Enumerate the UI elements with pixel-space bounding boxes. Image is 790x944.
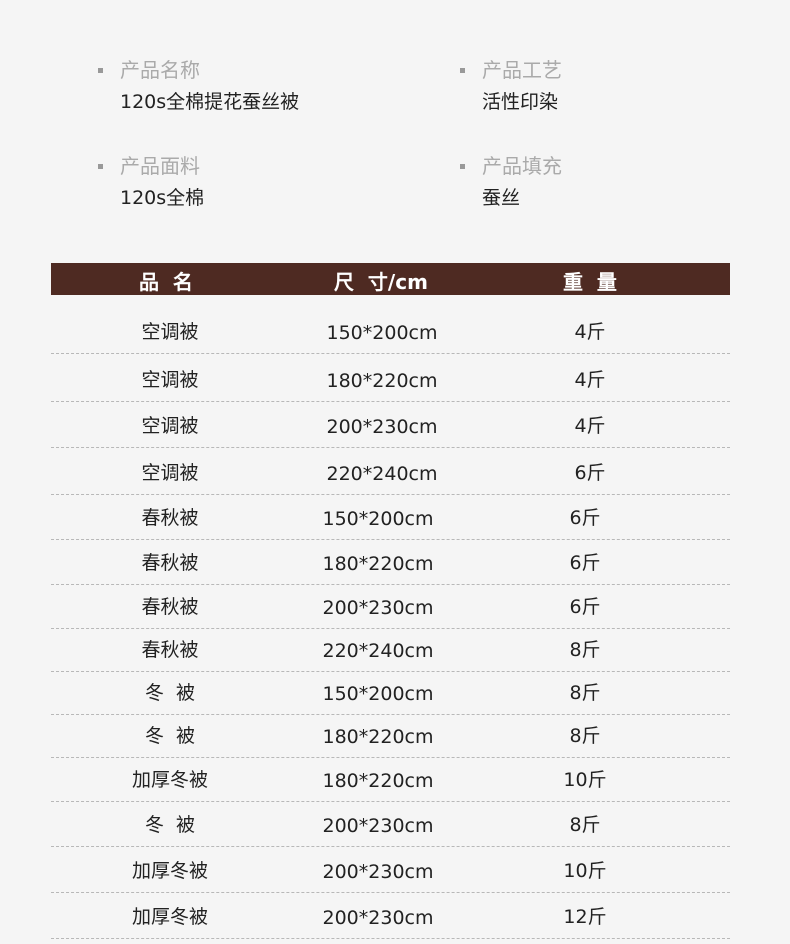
- cell-size: 200*230cm: [322, 907, 434, 929]
- spec-filling: 产品填充 蚕丝: [460, 154, 760, 210]
- table-row: 空调被 180*220cm 4斤: [51, 353, 730, 402]
- table-header: 品 名 尺 寸/cm 重 量: [51, 263, 730, 295]
- spec-label: 产品面料: [98, 154, 398, 178]
- cell-name: 空调被: [141, 321, 199, 343]
- cell-size: 200*230cm: [326, 416, 438, 438]
- spec-product-name: 产品名称 120s全棉提花蚕丝被: [98, 58, 398, 114]
- cell-weight: 12斤: [563, 906, 607, 928]
- spec-process: 产品工艺 活性印染: [460, 58, 760, 114]
- cell-size: 150*200cm: [322, 683, 434, 705]
- cell-size: 180*220cm: [322, 553, 434, 575]
- cell-weight: 10斤: [563, 860, 607, 882]
- cell-weight: 8斤: [569, 682, 601, 704]
- table-row: 春秋被 200*230cm 6斤: [51, 584, 730, 629]
- header-weight: 重 量: [563, 270, 617, 294]
- table-row: 春秋被 150*200cm 6斤: [51, 494, 730, 540]
- cell-name: 春秋被: [141, 639, 199, 661]
- cell-name: 春秋被: [141, 596, 199, 618]
- cell-name: 加厚冬被: [131, 860, 209, 882]
- spec-value: 活性印染: [482, 91, 559, 113]
- cell-size: 180*220cm: [322, 770, 434, 792]
- table-row: 冬 被 150*200cm 8斤: [51, 671, 730, 715]
- cell-weight: 10斤: [563, 769, 607, 791]
- cell-size: 200*230cm: [322, 815, 434, 837]
- cell-weight: 6斤: [569, 507, 601, 529]
- cell-size: 220*240cm: [326, 463, 438, 485]
- cell-name: 春秋被: [141, 507, 199, 529]
- cell-size: 180*220cm: [322, 726, 434, 748]
- cell-name: 冬 被: [144, 814, 196, 836]
- cell-size: 150*200cm: [322, 508, 434, 530]
- cell-name: 空调被: [141, 369, 199, 391]
- cell-size: 150*200cm: [326, 322, 438, 344]
- spec-label: 产品填充: [460, 154, 760, 178]
- spec-value: 蚕丝: [482, 187, 521, 209]
- cell-weight: 4斤: [574, 369, 606, 391]
- cell-size: 200*230cm: [322, 861, 434, 883]
- spec-value: 120s全棉提花蚕丝被: [120, 91, 300, 113]
- cell-weight: 8斤: [569, 639, 601, 661]
- spec-value: 120s全棉: [120, 187, 205, 209]
- cell-name: 冬 被: [144, 725, 196, 747]
- cell-size: 180*220cm: [326, 370, 438, 392]
- header-name: 品 名: [139, 270, 193, 294]
- cell-size: 200*230cm: [322, 597, 434, 619]
- spec-label: 产品名称: [98, 58, 398, 82]
- cell-weight: 4斤: [574, 321, 606, 343]
- cell-name: 空调被: [141, 415, 199, 437]
- table-row: 冬 被 200*230cm 8斤: [51, 801, 730, 847]
- cell-weight: 4斤: [574, 415, 606, 437]
- table-row: 加厚冬被 200*230cm 10斤: [51, 846, 730, 893]
- table-row: 空调被 150*200cm 4斤: [51, 295, 730, 354]
- table-row: 加厚冬被 200*230cm 12斤: [51, 892, 730, 939]
- cell-name: 冬 被: [144, 682, 196, 704]
- table-row: 空调被 220*240cm 6斤: [51, 447, 730, 495]
- table-row: 冬 被 180*220cm 8斤: [51, 714, 730, 758]
- cell-size: 220*240cm: [322, 640, 434, 662]
- table-row: 空调被 200*230cm 4斤: [51, 401, 730, 448]
- cell-weight: 8斤: [569, 725, 601, 747]
- cell-weight: 6斤: [569, 596, 601, 618]
- cell-weight: 6斤: [574, 462, 606, 484]
- table-row: 春秋被 180*220cm 6斤: [51, 539, 730, 585]
- spec-label: 产品工艺: [460, 58, 760, 82]
- table-row: 加厚冬被 180*220cm 10斤: [51, 757, 730, 802]
- cell-weight: 8斤: [569, 814, 601, 836]
- cell-name: 春秋被: [141, 552, 199, 574]
- table-row: 春秋被 220*240cm 8斤: [51, 628, 730, 672]
- cell-name: 加厚冬被: [131, 769, 209, 791]
- header-size: 尺 寸/cm: [334, 270, 428, 294]
- cell-weight: 6斤: [569, 552, 601, 574]
- spec-fabric: 产品面料 120s全棉: [98, 154, 398, 210]
- cell-name: 加厚冬被: [131, 906, 209, 928]
- cell-name: 空调被: [141, 462, 199, 484]
